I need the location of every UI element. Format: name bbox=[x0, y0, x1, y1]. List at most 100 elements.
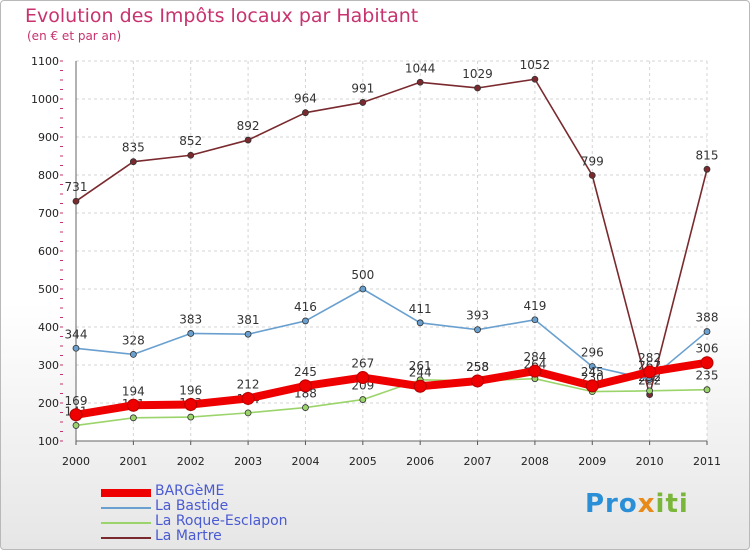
legend-swatch-bargeme bbox=[101, 489, 151, 497]
chart-title: Evolution des Impôts locaux par Habitant bbox=[25, 5, 419, 27]
y-tick-label: 1100 bbox=[31, 55, 59, 68]
legend-label-la-martre: La Martre bbox=[155, 528, 222, 544]
data-label-barg-me: 267 bbox=[351, 357, 374, 371]
data-point-la-bastide bbox=[474, 326, 481, 334]
data-point-barg-me bbox=[528, 364, 542, 378]
data-point-la-martre bbox=[72, 197, 80, 205]
y-tick-label: 300 bbox=[38, 359, 59, 372]
x-tick-label: 2002 bbox=[177, 455, 205, 468]
data-point-la-roque-esclapon bbox=[129, 414, 137, 422]
data-label-barg-me: 196 bbox=[179, 384, 202, 398]
x-tick-label: 2008 bbox=[521, 455, 549, 468]
y-tick-label: 800 bbox=[38, 169, 59, 182]
data-label-la-roque-esclapon: 261 bbox=[409, 359, 432, 373]
data-label-barg-me: 194 bbox=[122, 384, 145, 398]
data-point-la-roque-esclapon bbox=[646, 387, 654, 395]
data-point-la-bastide bbox=[416, 319, 424, 327]
data-label-la-bastide: 296 bbox=[581, 346, 604, 360]
data-label-la-martre: 815 bbox=[696, 148, 719, 162]
data-label-la-bastide: 344 bbox=[65, 327, 88, 341]
data-label-barg-me: 284 bbox=[523, 350, 546, 364]
data-label-la-martre: 799 bbox=[581, 154, 604, 168]
data-label-la-bastide: 388 bbox=[696, 311, 719, 325]
data-label-la-bastide: 419 bbox=[523, 299, 546, 313]
series-line-la-bastide bbox=[75, 288, 708, 381]
y-tick-label: 700 bbox=[38, 207, 59, 220]
data-point-la-bastide bbox=[72, 344, 80, 352]
legend-swatch-la-roque-esclapon bbox=[101, 522, 151, 524]
data-label-la-martre: 835 bbox=[122, 141, 145, 155]
data-point-la-martre bbox=[129, 158, 137, 166]
y-tick-label: 600 bbox=[38, 245, 59, 258]
y-tick-label: 200 bbox=[38, 397, 59, 410]
x-tick-label: 2000 bbox=[62, 455, 90, 468]
data-label-la-roque-esclapon: 235 bbox=[696, 369, 719, 383]
data-label-barg-me: 282 bbox=[638, 351, 661, 365]
series-line-la-roque-esclapon bbox=[75, 377, 708, 427]
data-point-barg-me bbox=[241, 391, 255, 405]
x-tick-label: 2003 bbox=[234, 455, 262, 468]
data-point-la-roque-esclapon bbox=[359, 396, 367, 403]
y-tick-label: 400 bbox=[38, 321, 59, 334]
data-label-la-martre: 1029 bbox=[462, 67, 493, 81]
x-tick-label: 2010 bbox=[636, 455, 664, 468]
x-tick-label: 2006 bbox=[406, 455, 434, 468]
data-label-la-roque-esclapon: 258 bbox=[466, 360, 489, 374]
legend-swatch-la-martre bbox=[101, 537, 151, 539]
legend-label-la-bastide: La Bastide bbox=[155, 498, 229, 514]
data-label-la-martre: 852 bbox=[179, 134, 202, 148]
x-tick-label: 2007 bbox=[464, 455, 492, 468]
data-point-barg-me bbox=[643, 365, 657, 379]
data-point-la-roque-esclapon bbox=[187, 413, 195, 421]
data-point-la-martre bbox=[244, 136, 252, 144]
data-label-barg-me: 245 bbox=[581, 365, 604, 379]
data-point-barg-me bbox=[298, 379, 312, 393]
data-label-la-bastide: 328 bbox=[122, 333, 145, 347]
data-point-la-bastide bbox=[531, 316, 539, 324]
data-label-la-bastide: 381 bbox=[237, 313, 260, 327]
data-point-la-martre bbox=[416, 78, 424, 86]
data-label-barg-me: 212 bbox=[237, 377, 260, 391]
data-point-la-bastide bbox=[244, 330, 252, 338]
series-line-barg-me bbox=[72, 358, 711, 419]
data-point-barg-me bbox=[69, 408, 83, 422]
data-point-la-bastide bbox=[359, 285, 367, 293]
x-tick-label: 2004 bbox=[291, 455, 319, 468]
chart-subtitle: (en € et par an) bbox=[27, 29, 122, 43]
data-label-la-martre: 964 bbox=[294, 92, 317, 106]
legend-label-la-roque-esclapon: La Roque-Esclapon bbox=[155, 513, 288, 529]
plot-area bbox=[76, 61, 707, 441]
data-point-la-roque-esclapon bbox=[703, 386, 711, 394]
data-label-la-martre: 1052 bbox=[520, 58, 551, 72]
y-tick-label: 100 bbox=[38, 435, 59, 448]
data-point-la-bastide bbox=[302, 317, 309, 325]
series-line-la-martre bbox=[75, 78, 708, 396]
data-label-la-martre: 731 bbox=[65, 180, 88, 194]
data-point-la-bastide bbox=[187, 330, 195, 337]
y-tick-label: 1000 bbox=[31, 93, 59, 106]
y-tick-label: 900 bbox=[38, 131, 59, 144]
data-label-la-martre: 991 bbox=[351, 81, 374, 95]
data-label-la-bastide: 393 bbox=[466, 309, 489, 323]
data-label-barg-me: 306 bbox=[696, 342, 719, 356]
data-point-la-martre bbox=[531, 75, 539, 83]
data-point-barg-me bbox=[585, 379, 599, 393]
data-point-la-roque-esclapon bbox=[302, 404, 309, 411]
y-tick-label: 500 bbox=[38, 283, 59, 296]
x-tick-label: 2005 bbox=[349, 455, 377, 468]
data-label-barg-me: 245 bbox=[294, 365, 317, 379]
data-label-la-bastide: 411 bbox=[409, 302, 432, 316]
data-point-la-martre bbox=[359, 99, 367, 106]
data-point-la-martre bbox=[703, 165, 711, 173]
data-point-la-martre bbox=[474, 84, 481, 92]
data-label-barg-me: 244 bbox=[409, 365, 432, 379]
data-point-la-bastide bbox=[129, 350, 137, 358]
data-label-barg-me: 169 bbox=[65, 394, 88, 408]
data-label-la-martre: 892 bbox=[237, 119, 260, 133]
data-point-la-martre bbox=[187, 151, 195, 159]
data-point-la-bastide bbox=[588, 363, 596, 370]
legend-label-bargeme: BARGèME bbox=[155, 483, 225, 499]
data-point-barg-me bbox=[356, 371, 370, 385]
